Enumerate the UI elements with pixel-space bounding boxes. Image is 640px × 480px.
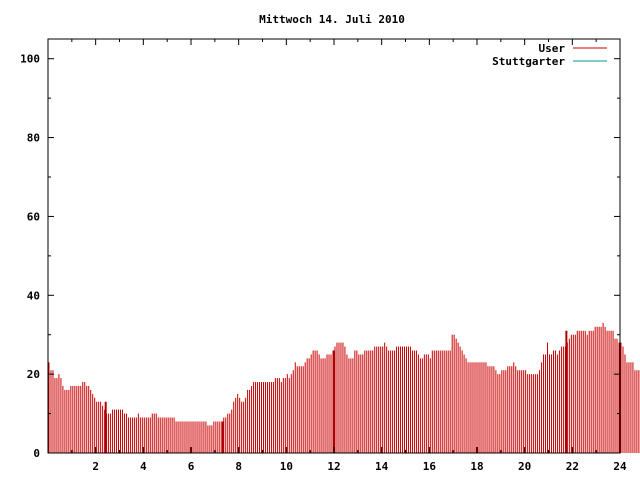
x-tick-label: 4 bbox=[140, 460, 147, 473]
x-tick-label: 8 bbox=[235, 460, 242, 473]
y-tick-label: 40 bbox=[27, 289, 40, 302]
legend-label: Stuttgarter bbox=[492, 55, 565, 68]
y-tick-label: 100 bbox=[20, 53, 40, 66]
chart-title: Mittwoch 14. Juli 2010 bbox=[259, 13, 405, 26]
x-tick-label: 14 bbox=[375, 460, 389, 473]
spikes-group bbox=[104, 330, 568, 453]
x-tick-label: 10 bbox=[280, 460, 293, 473]
y-tick-label: 20 bbox=[27, 368, 40, 381]
x-tick-label: 24 bbox=[613, 460, 627, 473]
x-tick-label: 22 bbox=[566, 460, 579, 473]
legend-label: User bbox=[539, 42, 566, 55]
x-axis: 2 4 6 8 10 12 14 16 18 20 22 24 bbox=[71, 39, 627, 473]
x-tick-label: 12 bbox=[327, 460, 340, 473]
x-tick-label: 6 bbox=[188, 460, 195, 473]
bars-group bbox=[48, 322, 640, 453]
y-tick-label: 0 bbox=[33, 447, 40, 460]
y-axis: 0 20 40 60 80 100 bbox=[20, 53, 620, 460]
x-tick-label: 2 bbox=[92, 460, 99, 473]
x-tick-label: 20 bbox=[518, 460, 531, 473]
x-tick-label: 16 bbox=[423, 460, 437, 473]
y-tick-label: 80 bbox=[27, 132, 40, 145]
y-tick-label: 60 bbox=[27, 210, 40, 223]
x-tick-label: 18 bbox=[470, 460, 483, 473]
